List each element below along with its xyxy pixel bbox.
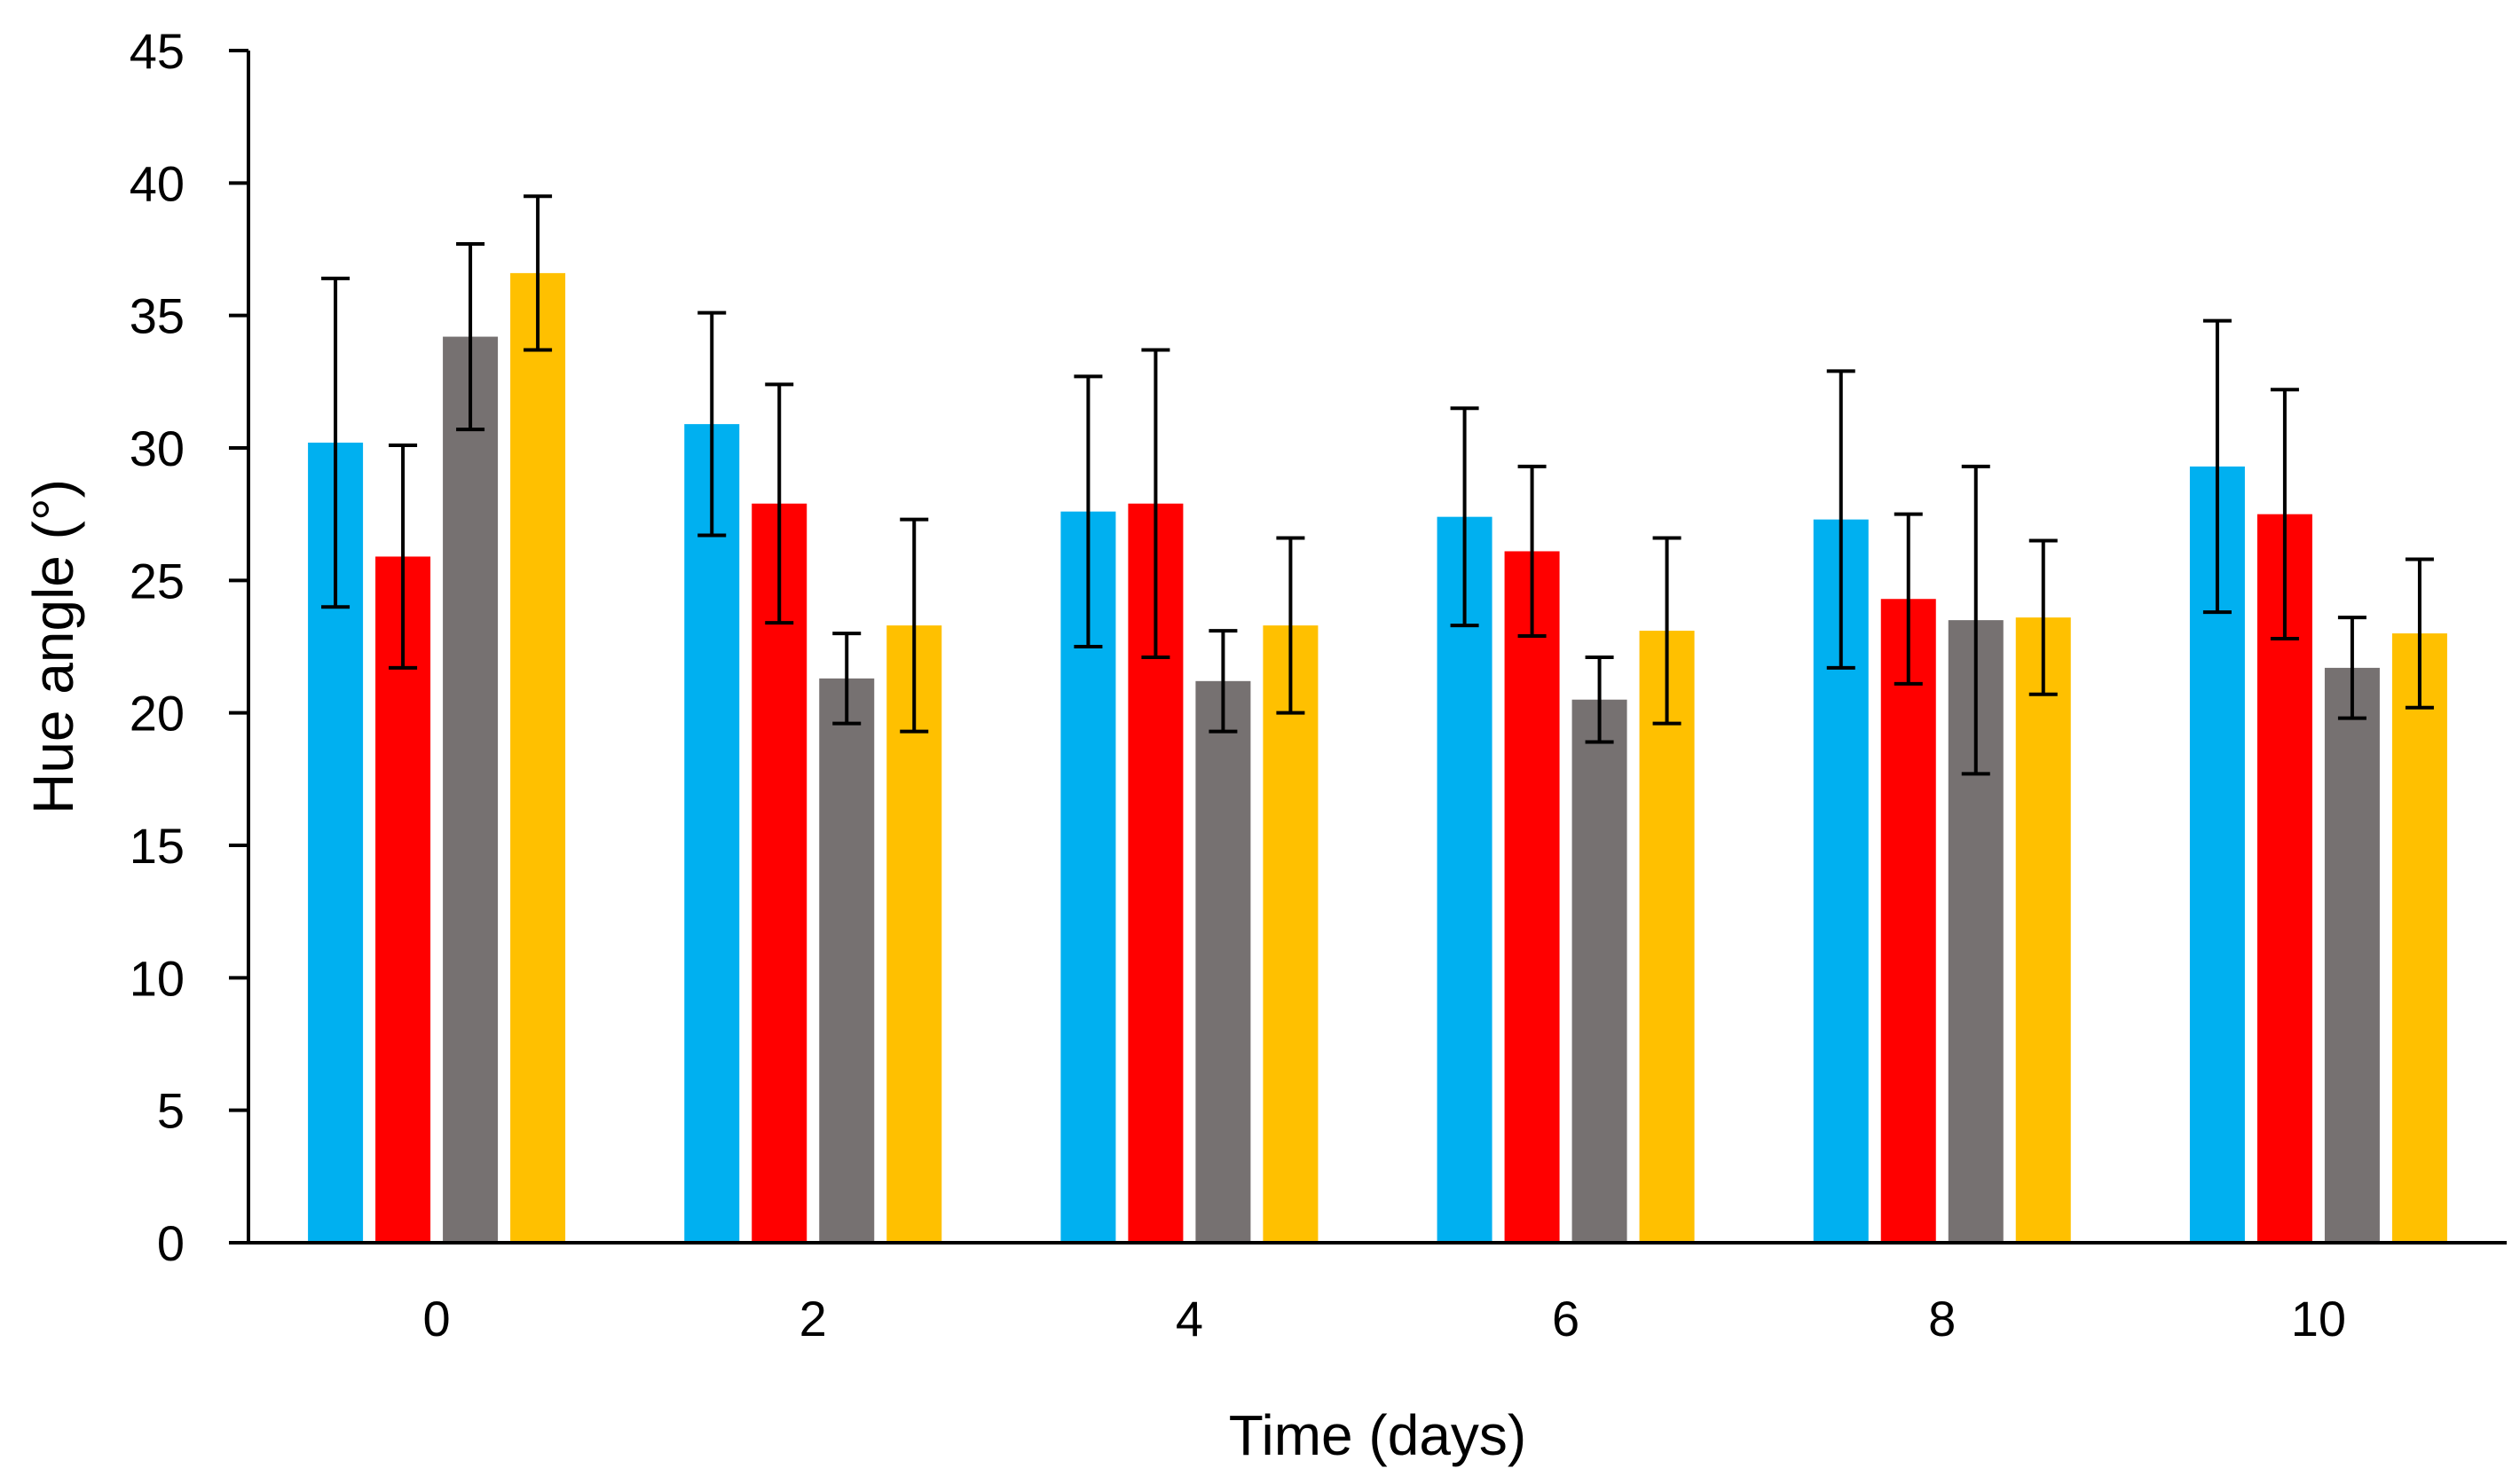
bar bbox=[752, 503, 807, 1243]
error-bar bbox=[2270, 388, 2299, 641]
error-bar bbox=[2405, 557, 2434, 710]
x-tick-label: 6 bbox=[1552, 1291, 1579, 1347]
error-bar bbox=[2202, 318, 2232, 615]
y-tick-label: 40 bbox=[130, 155, 185, 211]
bar bbox=[375, 556, 431, 1243]
error-bar bbox=[1141, 348, 1170, 659]
error-bar bbox=[1894, 512, 1923, 686]
error-bar bbox=[900, 517, 929, 734]
error-bar bbox=[765, 382, 794, 625]
bar bbox=[1571, 699, 1627, 1243]
x-tick-label: 10 bbox=[2291, 1291, 2346, 1347]
bar bbox=[2015, 617, 2071, 1243]
error-bar bbox=[321, 276, 350, 609]
y-tick-label: 35 bbox=[130, 288, 185, 344]
bar bbox=[1195, 680, 1251, 1243]
x-axis-title: Time (days) bbox=[1229, 1403, 1526, 1467]
y-tick-label: 0 bbox=[157, 1215, 185, 1271]
error-bar bbox=[832, 632, 862, 726]
bar bbox=[443, 336, 499, 1243]
error-bar bbox=[1074, 374, 1103, 648]
y-tick-label: 20 bbox=[130, 686, 185, 742]
error-bar bbox=[1961, 464, 1990, 776]
y-tick-label: 15 bbox=[130, 818, 185, 874]
bar bbox=[2324, 667, 2380, 1243]
x-tick-label: 2 bbox=[799, 1291, 827, 1347]
error-bar bbox=[1517, 464, 1547, 639]
error-bar bbox=[389, 444, 418, 670]
bar bbox=[1880, 599, 1936, 1243]
bar bbox=[510, 272, 566, 1243]
y-tick-label: 25 bbox=[130, 553, 185, 609]
bar bbox=[2391, 633, 2447, 1243]
y-axis-title: Hue angle (°) bbox=[21, 479, 85, 814]
bar bbox=[1639, 631, 1695, 1243]
bar bbox=[1504, 551, 1560, 1243]
y-tick-label: 30 bbox=[130, 420, 185, 476]
error-bar bbox=[1450, 406, 1479, 628]
x-tick-label: 8 bbox=[1928, 1291, 1956, 1347]
error-bar bbox=[524, 194, 553, 352]
x-tick-label: 0 bbox=[423, 1291, 451, 1347]
error-bar bbox=[1652, 536, 1681, 726]
bar bbox=[1263, 625, 1319, 1243]
error-bar bbox=[697, 310, 727, 538]
error-bar bbox=[2337, 616, 2366, 720]
error-bar bbox=[1209, 629, 1238, 734]
bar bbox=[684, 424, 740, 1243]
error-bar bbox=[2028, 538, 2058, 696]
y-tick-label: 5 bbox=[157, 1083, 185, 1139]
bar bbox=[819, 678, 875, 1243]
error-bar bbox=[1585, 655, 1614, 744]
error-bar bbox=[1826, 369, 1855, 670]
bars-layer bbox=[308, 272, 2447, 1243]
x-tick-label: 4 bbox=[1176, 1291, 1203, 1347]
y-tick-label: 10 bbox=[130, 950, 185, 1006]
x-ticks: 0 2 4 6 8 10 bbox=[423, 1291, 2347, 1347]
error-bars-layer bbox=[321, 194, 2434, 776]
y-ticks: 0 5 10 15 20 25 30 35 40 45 bbox=[130, 23, 248, 1271]
error-bar bbox=[456, 242, 485, 432]
error-bar bbox=[1276, 536, 1305, 715]
bar bbox=[1437, 516, 1492, 1243]
y-tick-label: 45 bbox=[130, 23, 185, 79]
